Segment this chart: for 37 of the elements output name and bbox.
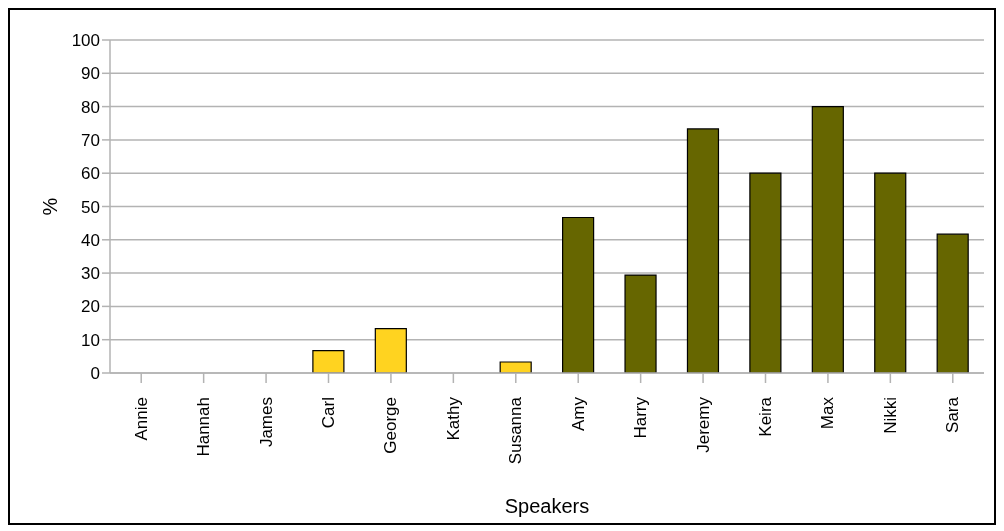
bar xyxy=(686,128,720,373)
bar xyxy=(499,361,532,373)
x-tick-label: Kathy xyxy=(443,396,463,441)
x-tick-label: Keira xyxy=(756,396,775,437)
y-tick-label: 40 xyxy=(81,230,100,250)
x-tick-label: Max xyxy=(818,396,838,430)
bar xyxy=(936,233,969,373)
y-tick-label: 20 xyxy=(81,297,100,317)
x-tick-label: Hannah xyxy=(194,397,214,457)
x-tick-label: Carl xyxy=(319,397,338,429)
bar xyxy=(624,274,657,373)
y-tick-label: 10 xyxy=(81,330,100,350)
x-tick-label: Annie xyxy=(131,397,151,441)
x-axis-title: Speakers xyxy=(504,495,590,517)
bar xyxy=(562,216,595,373)
x-tick-label: Amy xyxy=(568,396,588,431)
y-tick-label: 100 xyxy=(71,31,100,51)
x-tick-label: George xyxy=(381,397,401,454)
bar xyxy=(749,172,782,373)
y-tick-label: 50 xyxy=(81,197,100,217)
y-tick-label: 80 xyxy=(81,97,100,117)
bar xyxy=(811,106,844,373)
y-tick-label: 70 xyxy=(81,130,100,150)
y-tick-label: 60 xyxy=(81,164,100,184)
y-tick-label: 30 xyxy=(81,264,100,284)
bar xyxy=(374,328,407,373)
x-tick-label: Harry xyxy=(631,396,651,439)
y-tick-label: 90 xyxy=(81,64,100,84)
y-axis-title: % xyxy=(39,197,62,216)
bar xyxy=(874,172,907,373)
x-tick-label: Susanna xyxy=(506,396,526,465)
x-tick-label: Nikki xyxy=(880,397,900,434)
x-tick-label: Jeremy xyxy=(693,396,713,453)
x-tick-label: James xyxy=(256,397,276,448)
y-tick-label: 0 xyxy=(90,364,100,384)
x-tick-label: Sara xyxy=(943,396,963,433)
bar xyxy=(312,350,345,373)
